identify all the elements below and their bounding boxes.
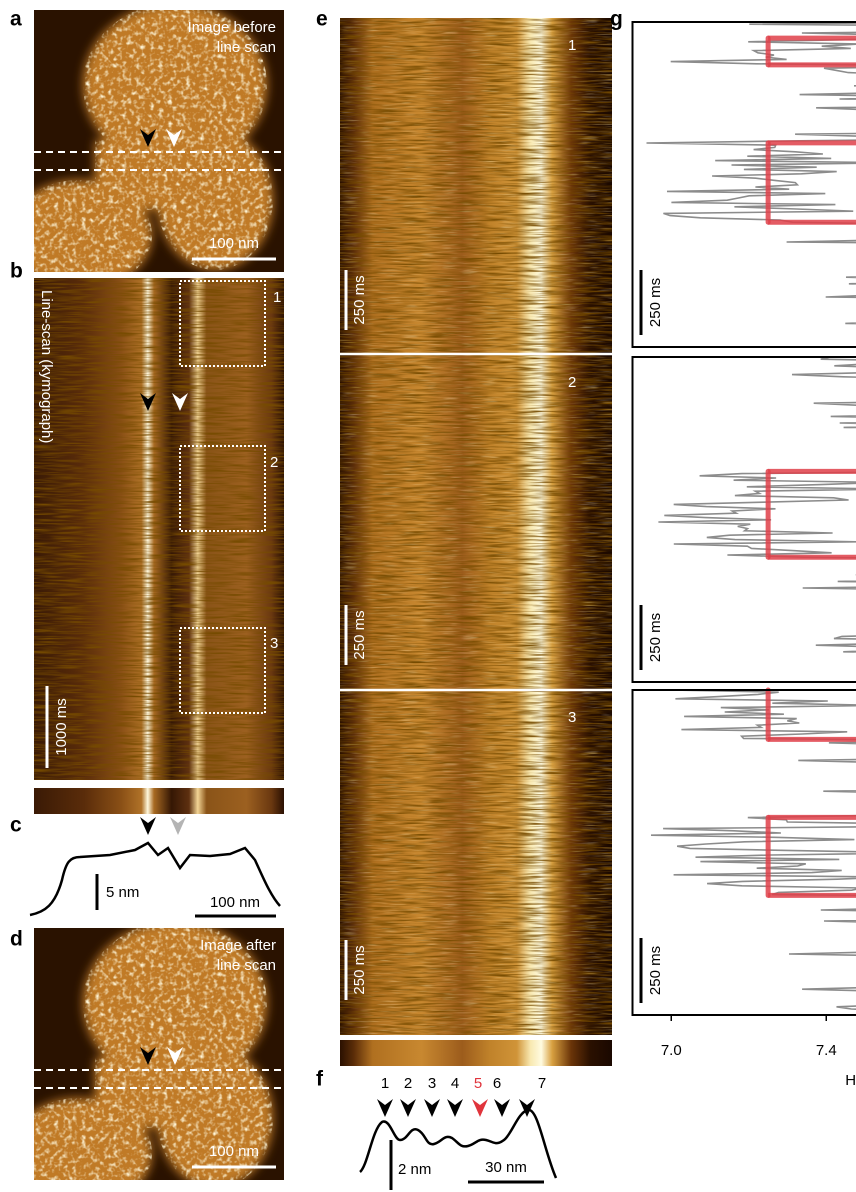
afm-image (34, 928, 284, 1180)
panel-label: d (10, 928, 23, 951)
arrow-label: 3 (428, 1075, 436, 1092)
scale-label: 1000 ms (53, 698, 70, 756)
average-strip (34, 788, 284, 814)
panel-label: a (10, 8, 22, 31)
scale-label: 250 ms (647, 946, 664, 995)
arrow-label: 1 (381, 1075, 389, 1092)
panel-label: g (610, 8, 623, 31)
arrow (140, 817, 156, 835)
arrow (377, 1099, 393, 1117)
caption: Image after (200, 937, 276, 954)
arrow-label: 2 (404, 1075, 412, 1092)
step-chart: 1250 ms2250 ms3250 ms7.07.47.88.2Height … (631, 21, 856, 1089)
plot-frame (631, 21, 856, 348)
scale-label: 250 ms (647, 278, 664, 327)
arrow-label: 5 (474, 1075, 482, 1092)
box-label: 2 (270, 454, 278, 471)
scale-label: 100 nm (210, 894, 260, 911)
x-tick-label: 7.4 (816, 1042, 837, 1059)
arrow (472, 1099, 488, 1117)
afm-image (34, 10, 284, 272)
region-box (179, 445, 266, 532)
panel-label: f (316, 1068, 324, 1091)
scale-label: 100 nm (209, 235, 259, 252)
arrow-label: 4 (451, 1075, 459, 1092)
arrow (494, 1099, 510, 1117)
arrow (447, 1099, 463, 1117)
kymograph-texture (34, 278, 284, 780)
arrow (519, 1099, 535, 1117)
scale-label: 250 ms (647, 613, 664, 662)
average-strip (340, 1040, 612, 1066)
box-group (179, 280, 266, 714)
section-label: 2 (568, 374, 576, 391)
noise-trace (646, 22, 856, 325)
scale-label: 100 nm (209, 1143, 259, 1160)
noise-trace (658, 357, 856, 653)
scale-label: 250 ms (351, 610, 368, 659)
scale-label: 5 nm (106, 884, 139, 901)
x-tick-label: 7.0 (661, 1042, 682, 1059)
caption: line scan (217, 39, 276, 56)
plot-frame (631, 356, 856, 683)
arrow-label: 7 (538, 1075, 546, 1092)
arrow (424, 1099, 440, 1117)
caption: Image before (188, 19, 276, 36)
scale-label: 250 ms (351, 945, 368, 994)
scale-label: 30 nm (485, 1159, 527, 1176)
arrow (400, 1099, 416, 1117)
caption: line scan (217, 957, 276, 974)
section-label: 3 (568, 709, 576, 726)
plot-frame (631, 689, 856, 1016)
panel-label: b (10, 260, 23, 283)
scale-label: 250 ms (351, 275, 368, 324)
region-box (179, 627, 266, 714)
box-label: 3 (270, 635, 278, 652)
box-label: 1 (273, 289, 281, 306)
arrow-label: 6 (493, 1075, 501, 1092)
region-box (179, 280, 266, 367)
scale-label: 2 nm (398, 1161, 431, 1178)
x-axis-label: Height (nm) (845, 1072, 856, 1089)
panel-label: e (316, 8, 328, 31)
arrow (170, 817, 186, 835)
panel-title: Line-scan (kymograph) (38, 290, 55, 443)
section-label: 1 (568, 37, 576, 54)
height-profile (359, 1108, 558, 1179)
panel-label: c (10, 814, 22, 837)
height-profile (29, 841, 281, 917)
kymograph-texture (340, 18, 612, 1035)
